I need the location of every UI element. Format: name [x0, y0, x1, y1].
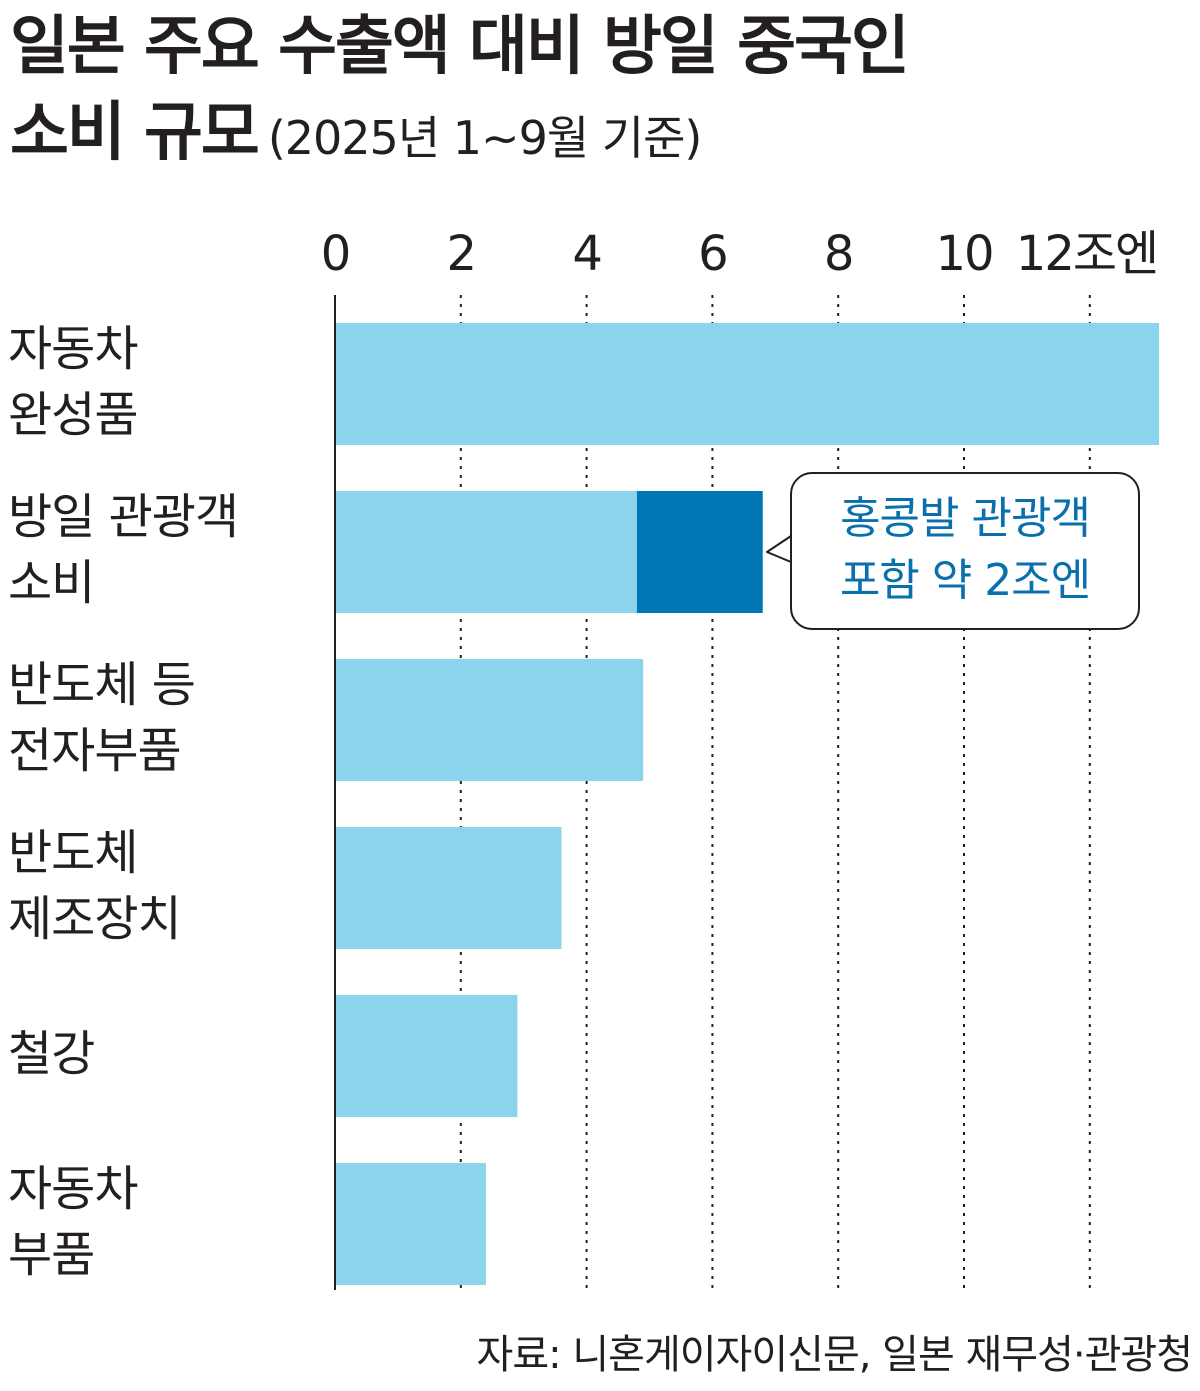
- category-label-line: 자동차: [8, 1161, 138, 1217]
- x-tick-label: 0: [321, 226, 350, 282]
- category-label-line: 철강: [8, 1026, 95, 1082]
- title-line-2-text: 소비 규모: [10, 96, 260, 170]
- x-tick-label: 8: [824, 226, 853, 282]
- annotation-line-1: 홍콩발 관광객: [840, 493, 1091, 544]
- x-tick-label: 2: [447, 226, 476, 282]
- x-tick-label: 6: [698, 226, 727, 282]
- category-label-line: 방일 관광객: [8, 489, 239, 545]
- annotation-callout: 홍콩발 관광객 포함 약 2조엔: [790, 472, 1140, 630]
- bar-4: [335, 995, 518, 1117]
- x-tick-label: 10: [935, 226, 992, 282]
- bar-0: [335, 323, 1159, 445]
- bar-2: [335, 659, 644, 781]
- title-line-2: 소비 규모 (2025년 1~9월 기준): [10, 90, 1190, 181]
- category-label: 철강: [8, 1021, 328, 1087]
- category-label-line: 부품: [8, 1227, 95, 1283]
- category-label-line: 반도체: [8, 825, 138, 881]
- chart-subtitle: (2025년 1~9월 기준): [267, 111, 703, 165]
- x-tick-label: 12조엔: [1016, 226, 1157, 282]
- category-label-line: 전자부품: [8, 723, 182, 779]
- category-label-line: 반도체 등: [8, 657, 196, 713]
- bar-1: [335, 491, 637, 613]
- x-tick-label: 4: [572, 226, 601, 282]
- category-label-line: 자동차: [8, 321, 138, 377]
- annotation-line-2: 포함 약 2조엔: [839, 555, 1091, 606]
- bar-extra-1: [636, 491, 763, 613]
- chart-title: 일본 주요 수출액 대비 방일 중국인 소비 규모 (2025년 1~9월 기준): [10, 4, 1190, 181]
- bar-3: [335, 827, 562, 949]
- source-note: 자료: 니혼게이자이신문, 일본 재무성·관광청: [476, 1332, 1193, 1378]
- title-line-1: 일본 주요 수출액 대비 방일 중국인: [10, 10, 910, 84]
- bar-5: [335, 1163, 486, 1285]
- category-label-line: 제조장치: [8, 891, 182, 947]
- category-label-line: 소비: [8, 555, 95, 611]
- callout-pointer: [766, 535, 792, 563]
- category-label-line: 완성품: [8, 387, 138, 443]
